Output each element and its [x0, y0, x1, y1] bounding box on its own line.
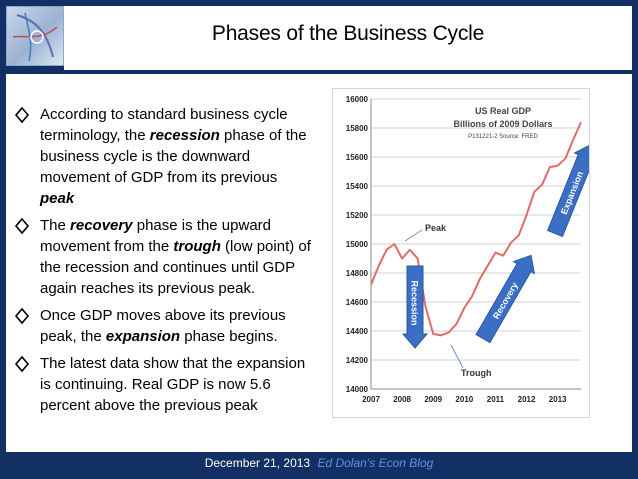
- hurricane-logo-icon: [6, 6, 64, 66]
- bullet-segment: According to standard business cycle ter…: [40, 106, 288, 144]
- bullet-text: According to standard business cycle ter…: [40, 104, 314, 209]
- recession-arrow: Recession: [401, 265, 429, 349]
- peak-pointer: [404, 229, 423, 242]
- x-tick-label: 2012: [518, 395, 536, 404]
- y-tick-label: 14800: [346, 269, 369, 278]
- footer: December 21, 2013 Ed Dolan’s Econ Blog: [0, 456, 638, 470]
- bullet-list: According to standard business cycle ter…: [14, 104, 314, 422]
- bullet-item: According to standard business cycle ter…: [14, 104, 314, 209]
- bullet-term: recession: [149, 127, 220, 144]
- x-tick-label: 2008: [393, 395, 411, 404]
- x-tick-label: 2010: [455, 395, 473, 404]
- bullet-term: recovery: [70, 217, 133, 234]
- bullet-term: trough: [173, 238, 221, 255]
- diamond-bullet-icon: [14, 105, 30, 125]
- recovery-arrow-shape: [475, 254, 536, 344]
- y-tick-label: 15400: [346, 182, 369, 191]
- y-tick-label: 15600: [346, 153, 369, 162]
- y-tick-label: 15200: [346, 211, 369, 220]
- bullet-text: The latest data show that the expansion …: [40, 353, 314, 416]
- bullet-segment: phase of the business cycle is the downw…: [40, 127, 307, 186]
- gdp-chart: 14000 14200 14400 14600 14800 15000 15200 15400…: [332, 88, 598, 418]
- bullet-text: Once GDP moves above its previous peak, …: [40, 305, 314, 347]
- gdp-chart-svg: 14000 14200 14400 14600 14800 15000 15200 15400…: [346, 95, 598, 404]
- bullet-segment: (low point) of the recession and continu…: [40, 238, 311, 297]
- bullet-segment: phase is the upward movement from the: [40, 217, 271, 255]
- recession-arrow-shape: [401, 265, 429, 349]
- trough-label: Trough: [461, 368, 492, 378]
- bullet-segment: Once GDP moves above its previous peak, …: [40, 307, 286, 345]
- chart-title: US Real GDP: [475, 106, 531, 116]
- footer-blog-link[interactable]: Ed Dolan’s Econ Blog: [317, 456, 434, 470]
- recession-arrow-label: Recession: [410, 280, 420, 325]
- bullet-item: The recovery phase is the upward movemen…: [14, 215, 314, 299]
- bullet-segment: The: [40, 217, 71, 234]
- chart-subtitle: Billions of 2009 Dollars: [453, 119, 552, 129]
- diamond-bullet-icon: [14, 306, 30, 326]
- peak-label: Peak: [425, 223, 447, 233]
- x-tick-label: 2009: [424, 395, 442, 404]
- bullet-text: The recovery phase is the upward movemen…: [40, 215, 314, 299]
- chart-source: P131221-2 Source: FRED: [468, 134, 538, 140]
- x-tick-label: 2011: [487, 395, 505, 404]
- y-tick-label: 14200: [346, 356, 369, 365]
- recovery-arrow: Recovery: [475, 254, 536, 344]
- bullet-item: The latest data show that the expansion …: [14, 353, 314, 416]
- bullet-term: expansion: [105, 328, 181, 345]
- diamond-bullet-icon: [14, 216, 30, 236]
- title-bar: Phases of the Business Cycle: [64, 6, 632, 70]
- bullet-term: peak: [40, 190, 75, 207]
- y-tick-label: 14400: [346, 327, 369, 336]
- y-tick-label: 14000: [346, 385, 369, 394]
- y-tick-label: 15000: [346, 240, 369, 249]
- y-tick-label: 14600: [346, 298, 369, 307]
- diamond-bullet-icon: [14, 354, 30, 374]
- footer-date: December 21, 2013: [204, 456, 311, 470]
- trough-pointer: [450, 344, 464, 369]
- x-tick-label: 2007: [362, 395, 380, 404]
- bullet-segment: phase begins.: [180, 328, 278, 345]
- bullet-item: Once GDP moves above its previous peak, …: [14, 305, 314, 347]
- y-tick-label: 16000: [346, 95, 369, 104]
- slide-title: Phases of the Business Cycle: [211, 22, 485, 45]
- y-tick-label: 15800: [346, 124, 369, 133]
- gdp-series-line: [370, 121, 582, 337]
- bullet-segment: The latest data show that the expansion …: [40, 355, 306, 414]
- x-tick-label: 2013: [549, 395, 567, 404]
